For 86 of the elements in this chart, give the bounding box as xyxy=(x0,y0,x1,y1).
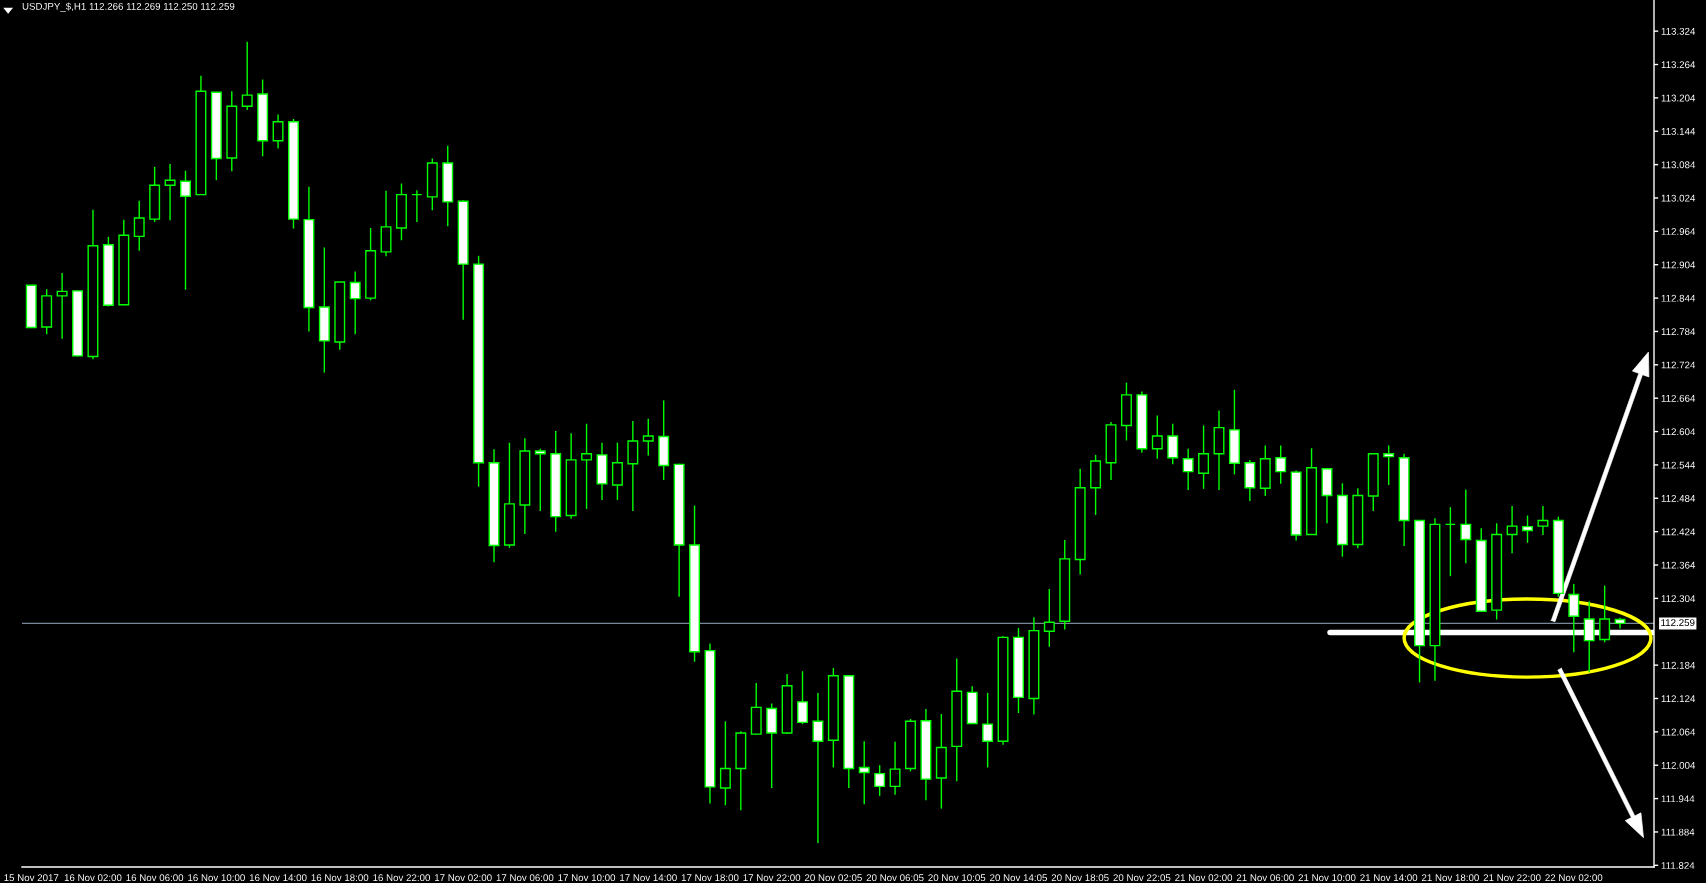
candlestick xyxy=(627,420,639,512)
y-tick-label: 113.084 xyxy=(1661,161,1696,169)
y-tick-label: 112.004 xyxy=(1661,761,1696,769)
x-tick-label: 21 Nov 18:00 xyxy=(1421,874,1479,882)
candlestick xyxy=(1522,514,1533,544)
y-tick-label: 112.784 xyxy=(1661,328,1696,336)
x-tick-label: 17 Nov 10:00 xyxy=(558,874,616,882)
candlestick xyxy=(133,200,145,252)
x-tick-label: 17 Nov 02:00 xyxy=(434,874,492,882)
x-tick-label: 17 Nov 22:00 xyxy=(743,874,801,882)
y-tick-label: 112.304 xyxy=(1661,595,1696,603)
y-tick-label: 112.964 xyxy=(1661,228,1696,235)
candlestick xyxy=(349,270,361,335)
y-tick-label: 112.604 xyxy=(1661,428,1696,436)
y-tick-label: 112.664 xyxy=(1661,394,1696,402)
candlestick xyxy=(534,448,546,512)
candlestick xyxy=(581,423,593,510)
x-tick-label: 15 Nov 2017 xyxy=(4,874,59,882)
x-tick-label: 20 Nov 22:05 xyxy=(1113,874,1171,882)
x-tick-label: 21 Nov 02:00 xyxy=(1175,874,1233,882)
y-tick-label: 113.264 xyxy=(1661,61,1696,69)
candlestick xyxy=(611,441,623,501)
y-tick-label: 112.844 xyxy=(1661,294,1696,302)
candlestick xyxy=(1460,488,1472,565)
y-tick-label: 111.944 xyxy=(1661,795,1695,803)
candlestick xyxy=(164,163,176,221)
x-tick-label: 20 Nov 06:05 xyxy=(866,874,924,882)
candlestick xyxy=(56,272,68,340)
candlestick xyxy=(1043,588,1055,648)
y-tick-label: 112.364 xyxy=(1661,561,1696,569)
x-tick-label: 21 Nov 06:00 xyxy=(1236,874,1294,882)
candlestick xyxy=(797,670,808,725)
candlestick xyxy=(642,418,654,457)
x-tick-label: 21 Nov 10:00 xyxy=(1298,874,1356,882)
x-tick-label: 16 Nov 10:00 xyxy=(188,874,245,882)
y-tick-label: 112.064 xyxy=(1661,728,1696,736)
candlestick xyxy=(1383,444,1395,486)
x-tick-label: 22 Nov 02:00 xyxy=(1545,874,1603,882)
candlestick xyxy=(874,764,886,797)
x-tick-label: 20 Nov 18:05 xyxy=(1051,874,1109,882)
candlestick xyxy=(241,41,253,111)
y-tick-label: 113.024 xyxy=(1661,194,1696,202)
y-tick-label: 112.184 xyxy=(1661,661,1696,669)
candlestick xyxy=(1537,505,1549,536)
candlestick xyxy=(272,113,284,150)
y-tick-label: 113.324 xyxy=(1661,27,1696,35)
candlestick xyxy=(889,741,901,796)
ref-line-label: 112.259 xyxy=(1661,619,1695,627)
x-tick-label: 21 Nov 14:00 xyxy=(1360,874,1418,882)
x-tick-label: 20 Nov 10:05 xyxy=(928,874,986,882)
x-tick-label: 16 Nov 14:00 xyxy=(249,874,307,882)
x-tick-label: 16 Nov 22:00 xyxy=(373,874,430,882)
x-tick-label: 21 Nov 22:00 xyxy=(1483,874,1541,882)
candlestick xyxy=(1151,414,1163,460)
candlestick xyxy=(411,189,423,223)
x-tick-label: 16 Nov 06:00 xyxy=(126,874,184,882)
x-tick-label: 17 Nov 18:00 xyxy=(681,874,739,882)
candlestick xyxy=(1444,506,1456,577)
y-tick-label: 111.824 xyxy=(1661,862,1695,869)
candlestick xyxy=(1506,505,1518,555)
x-tick-label: 20 Nov 14:05 xyxy=(990,874,1047,882)
candlestick xyxy=(719,720,731,806)
y-tick-label: 112.424 xyxy=(1661,528,1696,536)
x-tick-label: 20 Nov 02:05 xyxy=(804,874,862,882)
x-tick-label: 17 Nov 14:00 xyxy=(620,874,677,882)
candlestick xyxy=(982,692,994,769)
candlestick xyxy=(1275,444,1287,485)
y-tick-label: 112.544 xyxy=(1661,461,1696,469)
chart-title: USDJPY_$,H1 112.266 112.269 112.250 112.259 xyxy=(22,2,235,12)
candlestick xyxy=(1599,584,1611,644)
y-tick-label: 113.204 xyxy=(1661,94,1696,102)
y-tick-label: 113.144 xyxy=(1661,127,1696,135)
candlestick xyxy=(1198,424,1210,490)
y-tick-label: 111.884 xyxy=(1661,828,1695,836)
candlestick xyxy=(1182,448,1194,491)
y-tick-label: 112.124 xyxy=(1661,695,1696,703)
candlestick xyxy=(1167,423,1179,466)
candlestick xyxy=(858,740,870,805)
x-tick-label: 17 Nov 06:00 xyxy=(496,874,554,882)
y-tick-label: 112.904 xyxy=(1661,261,1696,269)
x-tick-label: 16 Nov 02:00 xyxy=(64,874,122,882)
candlestick xyxy=(812,692,824,844)
x-tick-label: 16 Nov 18:00 xyxy=(311,874,369,882)
y-tick-label: 112.484 xyxy=(1661,495,1696,502)
y-tick-label: 112.724 xyxy=(1661,361,1696,369)
candlestick xyxy=(180,170,191,291)
